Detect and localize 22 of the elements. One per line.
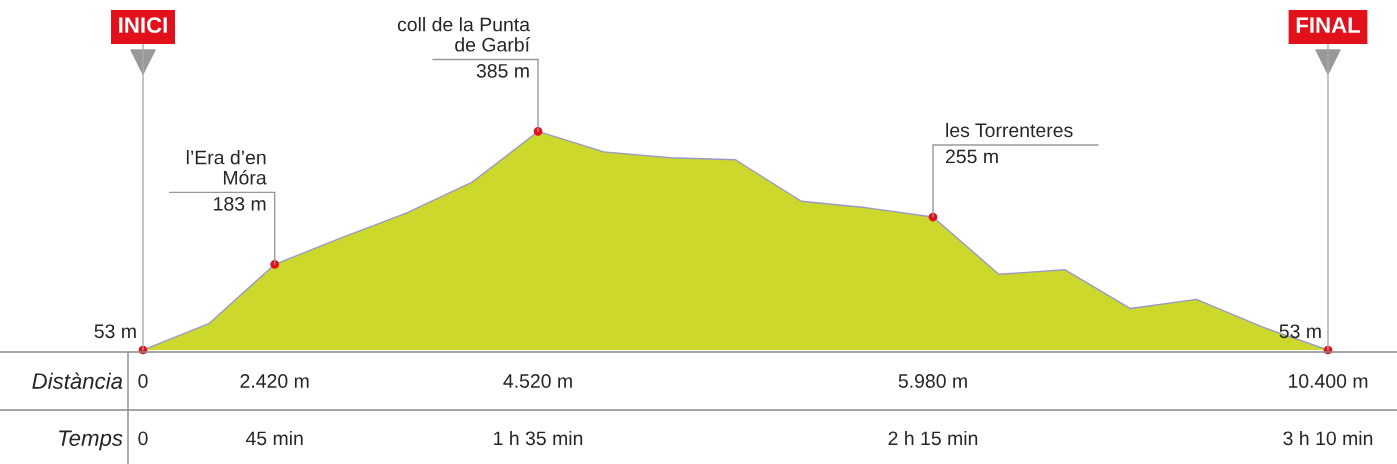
x-tick-label: 4.520 m: [503, 374, 572, 388]
text: Temps: [59, 430, 123, 451]
data-label: 183 m: [214, 196, 266, 211]
text: 1 h 35 min: [494, 430, 583, 446]
data-label: 255 m: [945, 149, 998, 164]
data-label: 53 m: [1279, 324, 1321, 339]
text: 2 h 15 min: [888, 430, 978, 446]
x-tick-label: 2.420 m: [240, 374, 309, 388]
annotation: l’Era d’en Móra: [186, 150, 267, 185]
x-axis-title: Distància: [32, 372, 123, 389]
data-label: 385 m: [476, 63, 529, 78]
annotation: FINAL: [1296, 17, 1361, 33]
annotation: INICI: [119, 17, 167, 33]
text: 45 min: [245, 430, 303, 446]
x-tick-label: 5.980 m: [898, 374, 967, 388]
x-tick-label: 0: [138, 374, 148, 388]
text: 3 h 10 min: [1283, 430, 1373, 446]
annotation: coll de la Punta de Garbí: [397, 17, 531, 52]
text: 0: [138, 431, 148, 446]
data-label: 53 m: [94, 324, 136, 339]
annotation: les Torrenteres: [946, 122, 1073, 138]
x-tick-label: 10.400 m: [1288, 374, 1368, 388]
